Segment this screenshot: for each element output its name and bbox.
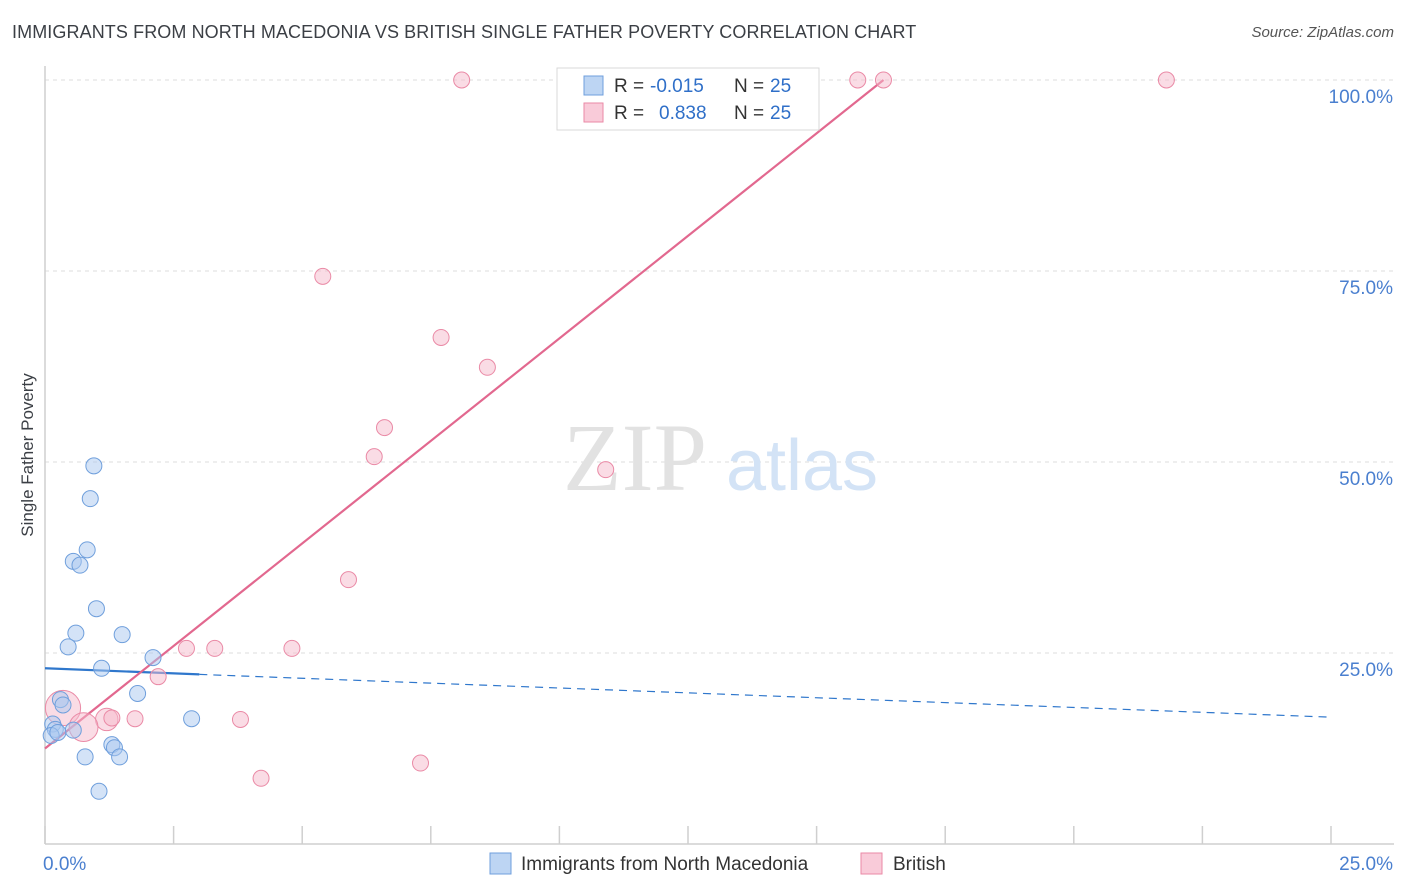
- watermark-atlas: atlas: [726, 426, 878, 506]
- y-tick-label-3: 100.0%: [1329, 87, 1394, 108]
- tick-labels: 25.0% 50.0% 75.0% 100.0% 0.0% 25.0%: [43, 87, 1393, 875]
- point-british-5: [1157, 71, 1175, 89]
- trendline-pink: [44, 79, 885, 750]
- point-british-12: [339, 571, 357, 589]
- y-tick-label-1: 50.0%: [1339, 469, 1393, 490]
- point-macedonia-13: [54, 696, 72, 714]
- point-british-4: [874, 71, 892, 89]
- point-macedonia-2: [78, 541, 96, 559]
- legend-r-label-blue: R =: [614, 76, 644, 97]
- point-macedonia-6: [67, 624, 85, 642]
- y-tick-label-2: 75.0%: [1339, 278, 1393, 299]
- trendlines: [44, 79, 1332, 750]
- point-british-13: [177, 639, 195, 657]
- point-macedonia-4: [71, 556, 89, 574]
- point-macedonia-0: [85, 457, 103, 475]
- point-british-24: [103, 709, 121, 727]
- point-british-14: [206, 639, 224, 657]
- point-macedonia-22: [111, 748, 129, 766]
- point-british-11: [597, 461, 615, 479]
- point-british-22: [252, 769, 270, 787]
- point-british-23: [412, 754, 430, 772]
- point-british-7: [432, 328, 450, 346]
- point-british-18: [126, 710, 144, 728]
- point-british-8: [478, 358, 496, 376]
- data-points: [42, 71, 1175, 800]
- point-macedonia-23: [90, 782, 108, 800]
- legend-swatch-blue: [583, 75, 604, 96]
- point-macedonia-21: [76, 748, 94, 766]
- legend-n-label-pink: N =: [734, 103, 764, 124]
- point-macedonia-17: [64, 721, 82, 739]
- trendline-blue-solid: [44, 667, 200, 676]
- point-macedonia-8: [59, 638, 77, 656]
- point-british-16: [149, 668, 167, 686]
- y-tick-label-0: 25.0%: [1339, 660, 1393, 681]
- x-tick-label-max: 25.0%: [1339, 854, 1393, 875]
- legend-bottom-swatch-blue: [489, 852, 512, 875]
- point-macedonia-10: [93, 659, 111, 677]
- legend-bottom-label-blue: Immigrants from North Macedonia: [521, 854, 809, 875]
- point-macedonia-1: [81, 490, 99, 508]
- x-tick-label-min: 0.0%: [43, 854, 86, 875]
- legend-swatch-pink: [583, 102, 604, 123]
- point-macedonia-14: [183, 710, 201, 728]
- point-british-19: [231, 710, 249, 728]
- point-macedonia-24: [49, 723, 67, 741]
- legend-n-value-blue: 25: [770, 76, 791, 97]
- legend-bottom-label-pink: British: [893, 854, 946, 875]
- point-british-9: [376, 419, 394, 437]
- point-british-10: [365, 448, 383, 466]
- point-macedonia-7: [113, 626, 131, 644]
- legend-bottom: Immigrants from North Macedonia British: [489, 852, 946, 875]
- point-macedonia-9: [144, 649, 162, 667]
- legend-r-value-pink: 0.838: [659, 103, 707, 124]
- point-british-0: [453, 71, 471, 89]
- point-british-15: [283, 639, 301, 657]
- watermark-zip: ZIP: [563, 404, 707, 511]
- legend-n-label-blue: N =: [734, 76, 764, 97]
- chart-title: IMMIGRANTS FROM NORTH MACEDONIA VS BRITI…: [12, 22, 917, 42]
- point-british-6: [314, 267, 332, 285]
- axes: [44, 66, 1394, 845]
- trendline-blue-dashed: [199, 673, 1332, 718]
- point-british-3: [849, 71, 867, 89]
- legend-bottom-swatch-pink: [860, 852, 883, 875]
- legend-top: R = -0.015 N = 25 R = 0.838 N = 25: [556, 67, 820, 131]
- point-macedonia-5: [87, 600, 105, 618]
- source-label: Source: ZipAtlas.com: [1251, 24, 1394, 41]
- point-macedonia-11: [129, 684, 147, 702]
- legend-n-value-pink: 25: [770, 103, 791, 124]
- gridlines: [45, 79, 1394, 654]
- legend-r-label-pink: R =: [614, 103, 644, 124]
- legend-r-value-blue: -0.015: [650, 76, 704, 97]
